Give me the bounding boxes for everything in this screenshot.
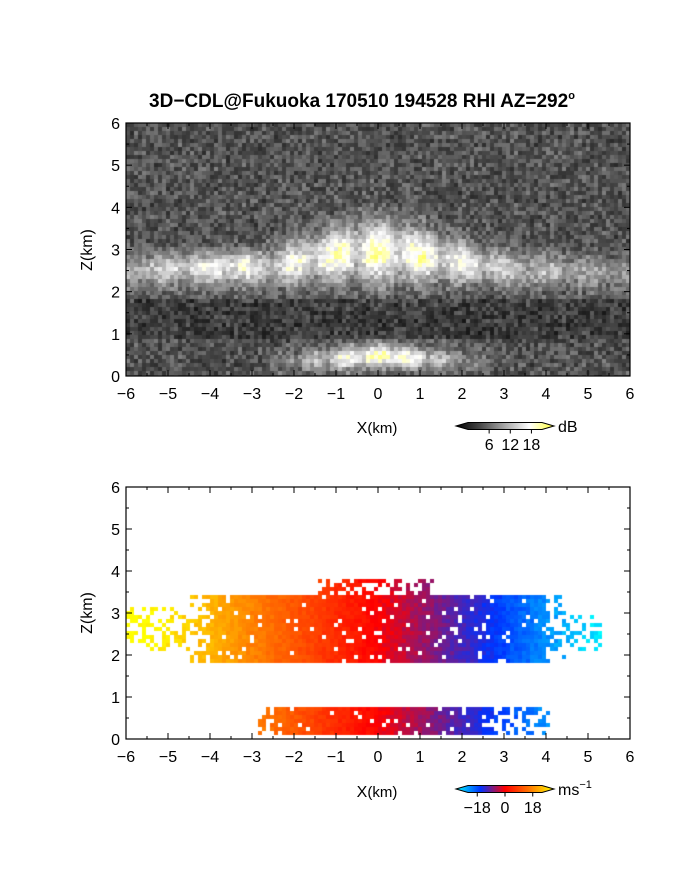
- colorbar-scale: [454, 422, 556, 430]
- x-tick-label: −1: [327, 749, 345, 766]
- y-tick-label: 0: [111, 732, 120, 749]
- x-tick-label: 0: [374, 386, 383, 403]
- x-tick-label: −4: [201, 749, 219, 766]
- x-tick-label: −1: [327, 386, 345, 403]
- colorbar-tick-label: 18: [524, 800, 542, 817]
- x-tick-label: −4: [201, 386, 219, 403]
- x-tick-label: 6: [626, 749, 635, 766]
- x-tick-label: −2: [285, 749, 303, 766]
- x-tick-label: −5: [159, 749, 177, 766]
- x-tick-label: 6: [626, 386, 635, 403]
- x-tick-label: −3: [243, 749, 261, 766]
- x-tick-label: 4: [542, 749, 551, 766]
- velocity-panel: −6 −5 −4 −3 −2 −1 0 1 2 3 4 5 6 0 1 2 3 4 5 6 Z(km) X(km) −…: [79, 480, 635, 817]
- x-tick-label: −6: [117, 386, 135, 403]
- x-tick-label: 4: [542, 386, 551, 403]
- y-tick-label: 2: [111, 285, 120, 302]
- x-tick-label: −5: [159, 386, 177, 403]
- x-tick-label: 2: [458, 749, 467, 766]
- y-tick-label: 5: [111, 158, 120, 175]
- x-tick-label: −2: [285, 386, 303, 403]
- y-tick-label: 6: [111, 480, 120, 497]
- colorbar-scale: [454, 785, 556, 793]
- x-tick-label: −6: [117, 749, 135, 766]
- figure-title: 3D−CDL@Fukuoka 170510 194528 RHI AZ=292o: [149, 90, 575, 112]
- y-tick-label: 2: [111, 648, 120, 665]
- velocity-y-axis-label: Z(km): [79, 592, 96, 634]
- y-tick-label: 1: [111, 327, 120, 344]
- intensity-heatmap: [126, 123, 630, 376]
- colorbar-unit: dB: [558, 419, 578, 436]
- y-tick-label: 4: [111, 564, 120, 581]
- colorbar-tick-label: 12: [501, 437, 519, 454]
- x-tick-label: −3: [243, 386, 261, 403]
- x-tick-label: 3: [500, 386, 509, 403]
- intensity-y-axis-label: Z(km): [79, 229, 96, 271]
- x-tick-label: 2: [458, 386, 467, 403]
- x-tick-label: 0: [374, 749, 383, 766]
- y-tick-label: 3: [111, 606, 120, 623]
- y-tick-label: 6: [111, 116, 120, 133]
- x-tick-label: 5: [584, 386, 593, 403]
- intensity-colorbar: 6 12 18 dB: [454, 419, 578, 454]
- colorbar-unit: ms−1: [558, 779, 592, 799]
- velocity-colorbar: −18 0 18 ms−1: [454, 779, 592, 817]
- y-tick-label: 1: [111, 690, 120, 707]
- y-tick-label: 3: [111, 243, 120, 260]
- x-tick-label: 1: [416, 386, 425, 403]
- colorbar-tick-label: 6: [485, 437, 494, 454]
- y-tick-label: 5: [111, 522, 120, 539]
- colorbar-tick-label: 18: [523, 437, 541, 454]
- velocity-heatmap: [126, 487, 630, 739]
- y-tick-label: 4: [111, 200, 120, 217]
- colorbar-tick-label: 0: [501, 800, 510, 817]
- velocity-x-axis-label: X(km): [357, 784, 398, 801]
- colorbar-tick-label: −18: [464, 800, 491, 817]
- intensity-x-axis-label: X(km): [357, 420, 398, 437]
- x-tick-label: 1: [416, 749, 425, 766]
- y-tick-label: 0: [111, 369, 120, 386]
- x-tick-label: 5: [584, 749, 593, 766]
- x-tick-label: 3: [500, 749, 509, 766]
